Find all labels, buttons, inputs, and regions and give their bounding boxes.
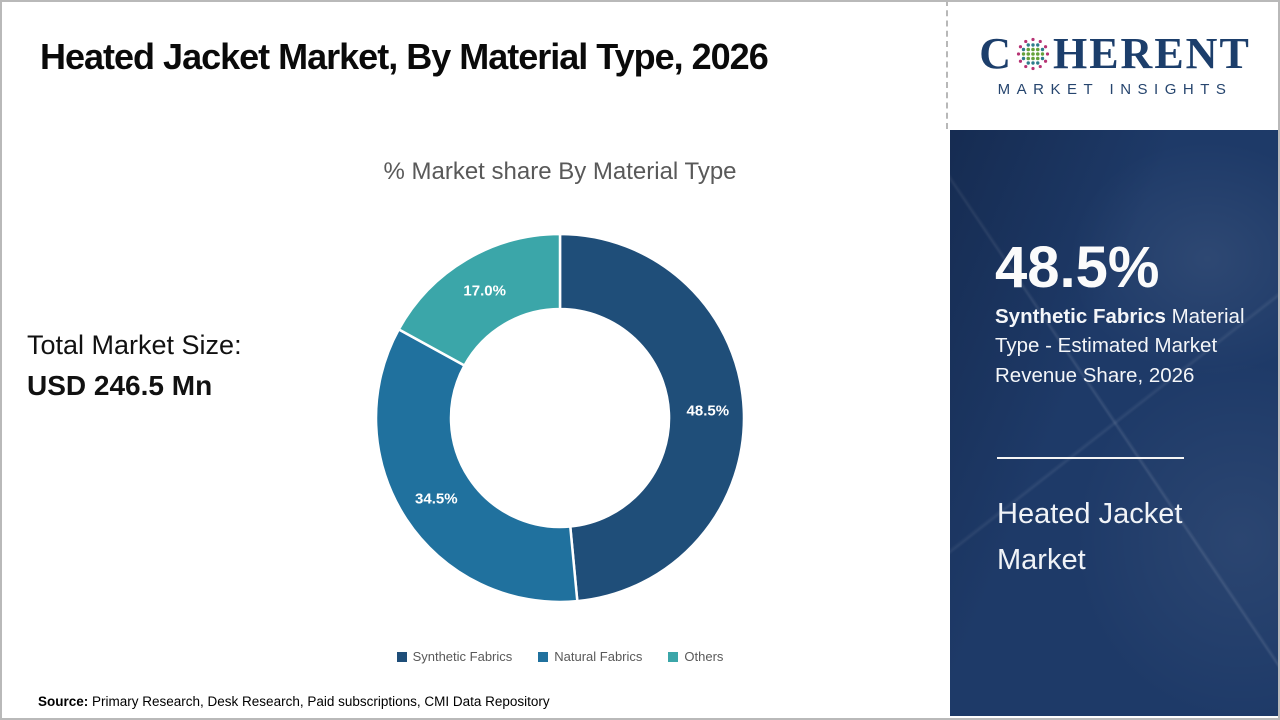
- legend-item-2: Others: [668, 649, 723, 664]
- legend-swatch-2: [668, 651, 679, 662]
- total-market-size-block: Total Market Size: USD 246.5 Mn: [27, 330, 242, 402]
- logo-text-suffix: HERENT: [1052, 29, 1251, 78]
- legend-label-0: Synthetic Fabrics: [412, 649, 513, 664]
- legend-label-2: Others: [684, 649, 724, 664]
- legend-item-1: Natural Fabrics: [538, 649, 642, 664]
- dashed-divider: [946, 0, 948, 129]
- donut-chart-area: 48.5% 34.5% 17.0%: [370, 228, 750, 608]
- source-label: Source:: [38, 694, 89, 709]
- legend-item-0: Synthetic Fabrics: [396, 649, 513, 664]
- slice-label-2: 17.0%: [463, 282, 506, 300]
- chart-legend: Synthetic Fabrics Natural Fabrics Others: [180, 649, 940, 664]
- slice-label-0: 48.5%: [686, 402, 730, 420]
- total-market-size-value: USD 246.5 Mn: [27, 370, 213, 401]
- chart-title: % Market share By Material Type: [383, 158, 737, 185]
- panel-divider-line: [997, 457, 1184, 459]
- legend-label-1: Natural Fabrics: [554, 649, 643, 664]
- donut-slice-1: [374, 328, 579, 604]
- donut-slice-0: [558, 232, 746, 603]
- logo-tagline: MARKET INSIGHTS: [997, 81, 1233, 98]
- panel-market-name: Heated Jacket Market: [997, 498, 1183, 576]
- highlight-stat-segment: Synthetic Fabrics: [995, 305, 1166, 328]
- highlight-panel: 48.5% Synthetic Fabrics Material Type - …: [950, 130, 1280, 716]
- logo-text-prefix: C: [979, 29, 1013, 78]
- highlight-stat-value: 48.5%: [995, 235, 1160, 300]
- page-title: Heated Jacket Market, By Material Type, …: [40, 36, 769, 77]
- donut-chart: [374, 232, 746, 604]
- coherent-globe-icon: [1016, 37, 1050, 71]
- total-market-size-label: Total Market Size:: [27, 330, 242, 360]
- highlight-stat-description: Synthetic Fabrics Material Type - Estima…: [995, 302, 1265, 390]
- company-logo: C HERENT MARKET INSIGH: [950, 0, 1280, 130]
- legend-swatch-0: [396, 651, 407, 662]
- highlight-stat-rest: Material Type - Estimated Market Revenue…: [995, 305, 1245, 387]
- slice-label-1: 34.5%: [415, 490, 458, 508]
- source-note: Source: Primary Research, Desk Research,…: [38, 694, 550, 709]
- logo-wordmark: C HERENT: [979, 32, 1251, 76]
- legend-swatch-1: [538, 651, 549, 662]
- donut-slice-2: [397, 232, 562, 367]
- source-text: Primary Research, Desk Research, Paid su…: [88, 694, 550, 709]
